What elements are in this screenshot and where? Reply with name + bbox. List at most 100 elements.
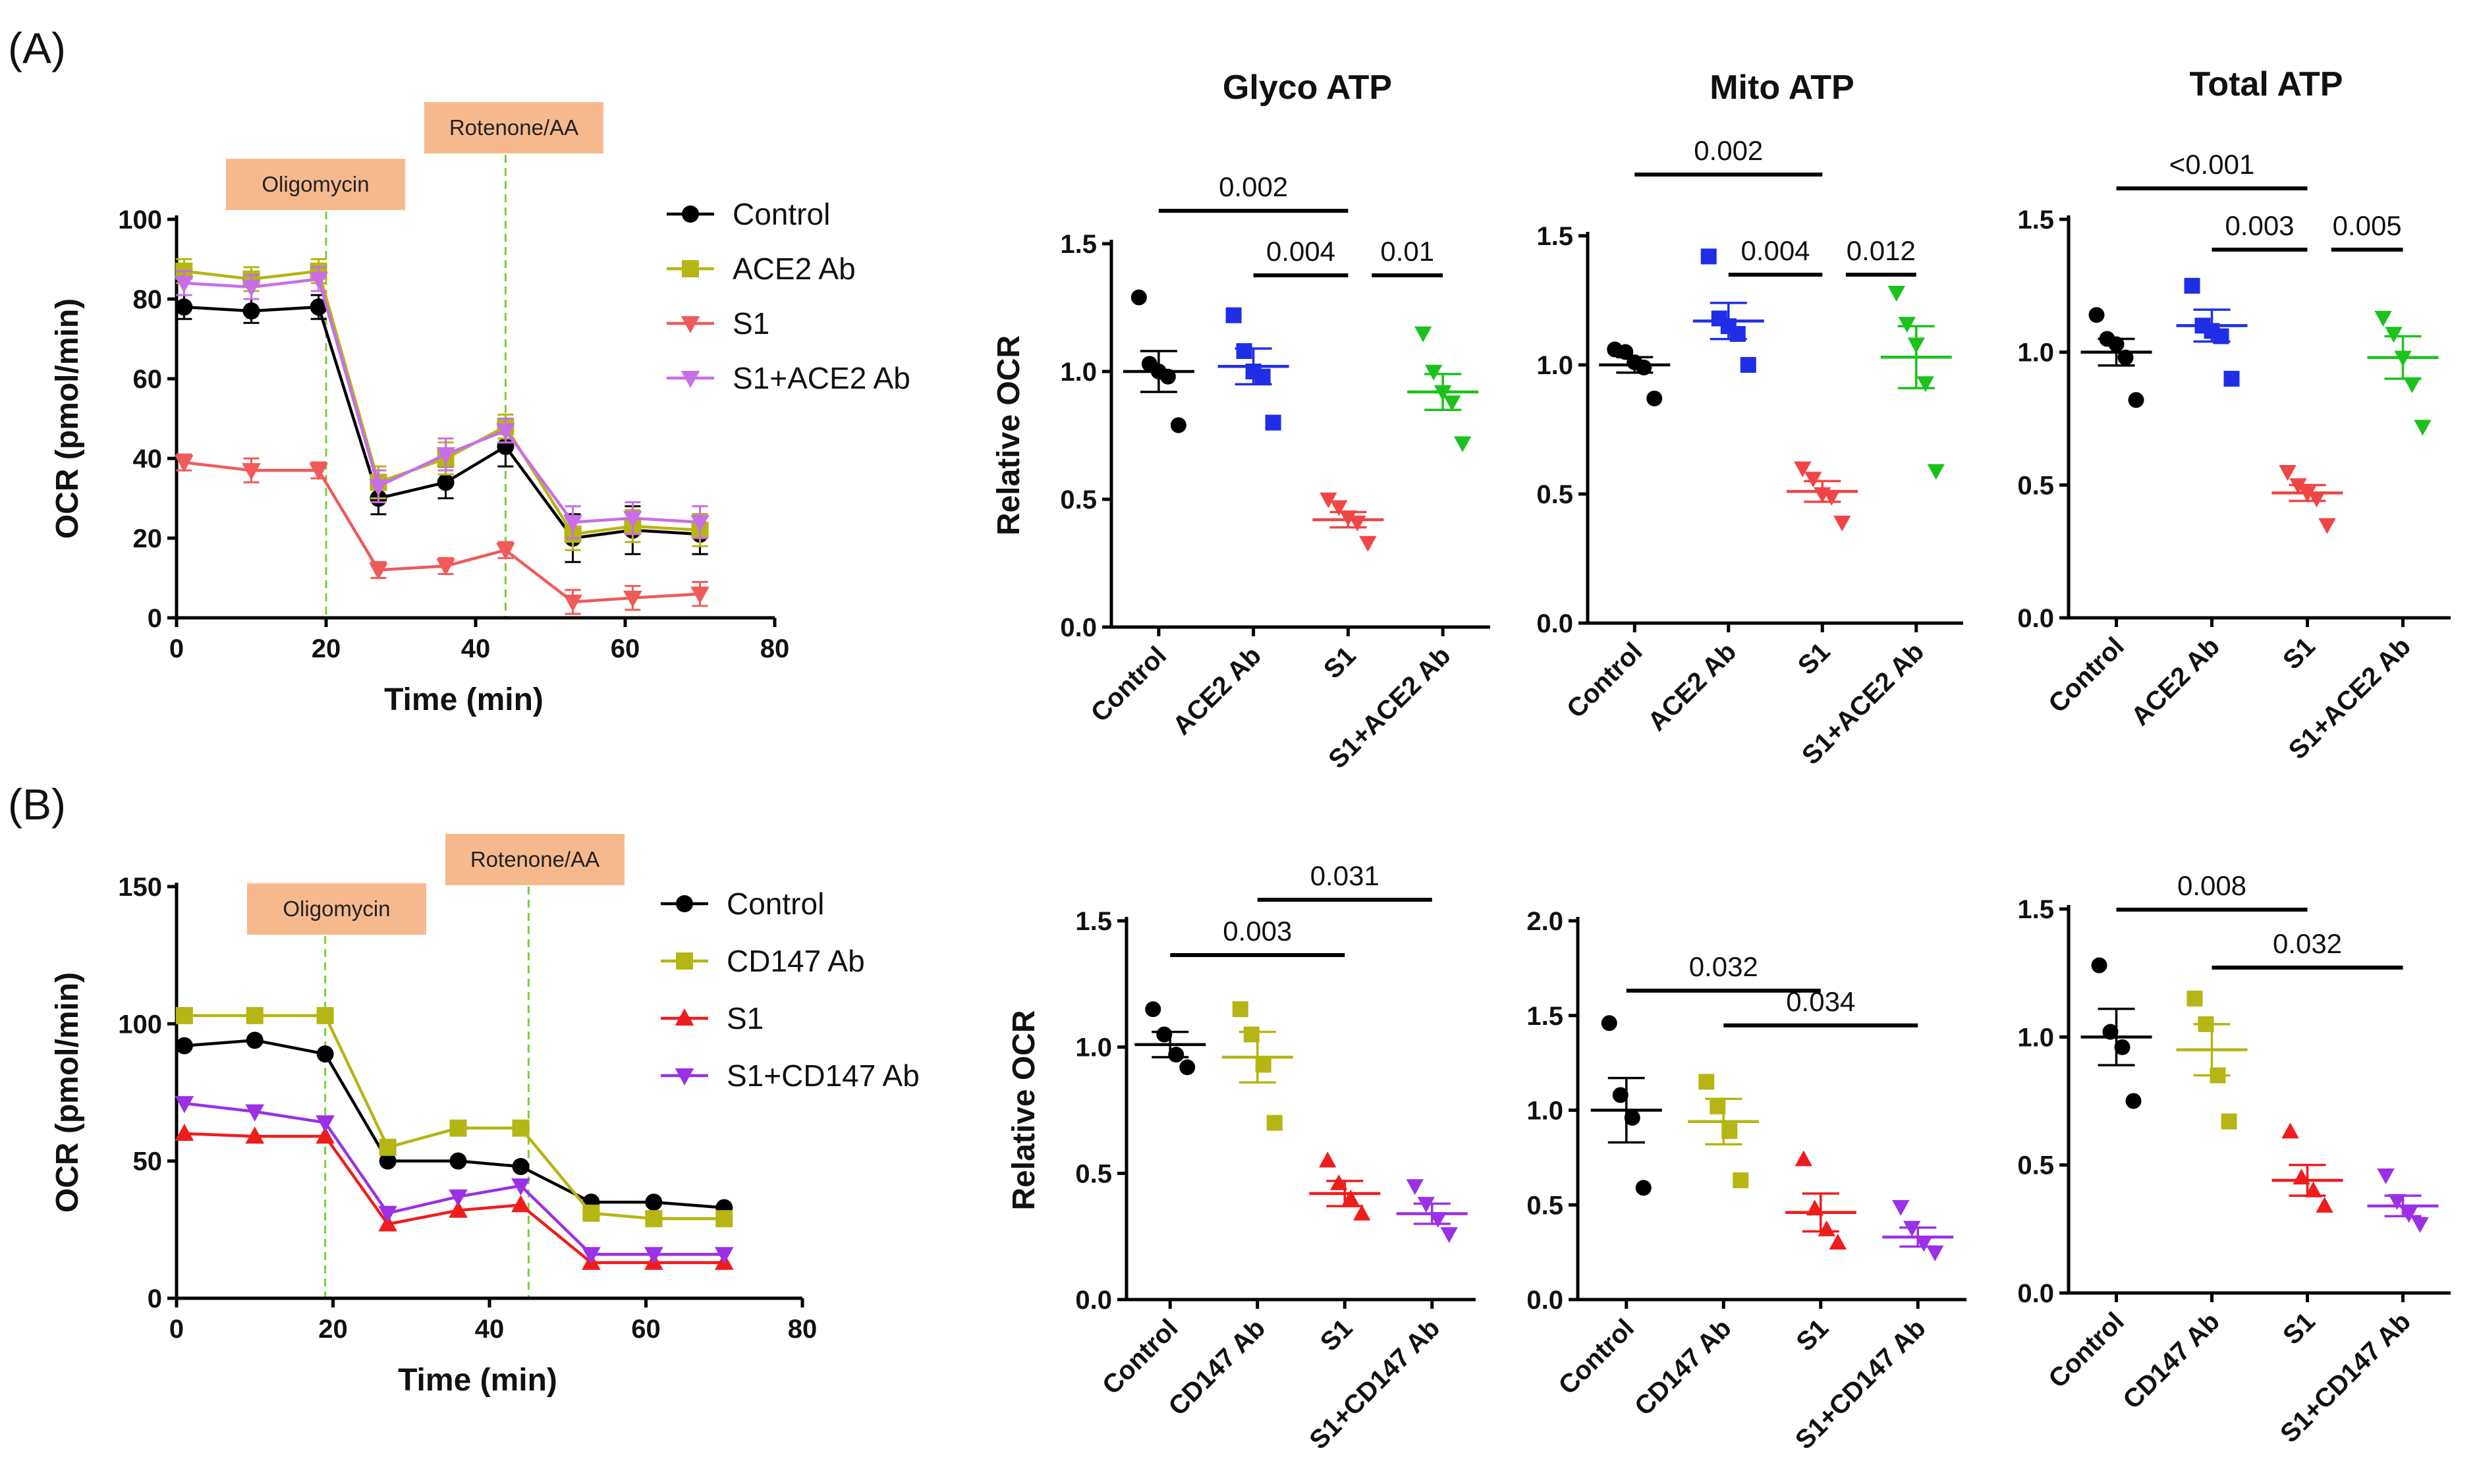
data-point-s1 <box>449 1200 468 1218</box>
data-point-s1-ace2-ab <box>1414 326 1432 343</box>
data-point-s1-cd147-ab <box>1892 1199 1910 1216</box>
data-point-s1-cd147-ab <box>1417 1197 1435 1213</box>
y-tick-label: 1.5 <box>2017 206 2054 234</box>
group-s1 <box>2271 464 2343 534</box>
data-point-ace2-ab <box>1265 414 1281 431</box>
category-label-ace2-ab: ACE2 Ab <box>2126 632 2225 731</box>
chart-title: Glyco ATP <box>1223 69 1392 107</box>
data-point-ace2-ab <box>1225 307 1242 323</box>
data-point-control <box>1646 390 1663 406</box>
category-label-control: Control <box>1097 1313 1184 1400</box>
group-s1-ace2-ab <box>1407 326 1479 453</box>
y-tick-label: 0 <box>148 1284 162 1313</box>
category-label-s1: S1 <box>1318 641 1362 684</box>
p-value-label: 0.004 <box>1741 235 1810 266</box>
data-point-control <box>437 474 455 491</box>
legend-marker-control <box>676 895 693 912</box>
data-point-s1-cd147-ab <box>1903 1221 1921 1237</box>
legend-marker-s1 <box>675 1008 694 1026</box>
x-tick-label: 40 <box>475 1315 505 1344</box>
data-point-control <box>246 1031 264 1049</box>
data-point-ace2-ab <box>1700 248 1717 265</box>
data-point-s1-ace2-ab <box>1424 364 1443 381</box>
data-point-s1 <box>175 455 194 472</box>
data-point-s1 <box>1320 492 1337 508</box>
group-control <box>1123 289 1194 433</box>
data-point-cd147-ab <box>449 1119 467 1137</box>
data-point-control <box>1601 1015 1617 1031</box>
data-point-s1-ace2-ab <box>623 510 642 528</box>
y-tick-label: 1.5 <box>1060 230 1097 259</box>
injection-box-oligomycin <box>226 159 405 210</box>
panel-label-a: (A) <box>8 24 66 72</box>
data-point-cd147-ab <box>175 1006 193 1024</box>
category-label-control: Control <box>1561 637 1648 724</box>
series-s1 <box>175 453 710 615</box>
y-tick-label: 0.5 <box>1526 1191 1563 1220</box>
y-tick-label: 0.0 <box>1075 1286 1112 1315</box>
data-point-control <box>316 1045 334 1063</box>
data-point-cd147-ab <box>246 1006 264 1024</box>
data-point-s1-cd147-ab <box>1440 1227 1458 1244</box>
group-ace2-ab <box>2176 277 2248 387</box>
data-point-s1 <box>2304 1181 2322 1197</box>
data-point-s1-ace2-ab <box>175 275 194 293</box>
x-tick-label: 40 <box>461 634 491 663</box>
y-tick-label: 1.5 <box>1075 907 1112 936</box>
data-point-s1-ace2-ab <box>2414 420 2432 436</box>
category-label-cd147-ab: CD147 Ab <box>2117 1307 2225 1415</box>
group-s1-ace2-ab <box>2367 311 2439 436</box>
y-tick-label: 80 <box>133 285 163 314</box>
data-point-s1-ace2-ab <box>563 514 582 532</box>
data-point-s1-cd147-ab <box>378 1205 397 1223</box>
data-point-s1-ace2-ab <box>1898 317 1916 333</box>
injection-label-oligomycin: Oligomycin <box>262 172 369 196</box>
data-point-control <box>1156 1026 1173 1043</box>
y-axis-title: Relative OCR <box>1007 1010 1042 1210</box>
y-tick-label: 1.0 <box>1075 1033 1112 1062</box>
data-point-s1 <box>2281 1122 2299 1139</box>
legend-marker-control <box>682 206 699 223</box>
series-line-cd147-ab <box>184 1014 725 1221</box>
data-point-s1-ace2-ab <box>1453 436 1472 453</box>
group-s1 <box>1785 1150 1856 1250</box>
p-value-label: 0.004 <box>1266 236 1335 267</box>
y-tick-label: 1.5 <box>1526 1002 1563 1031</box>
data-point-control <box>512 1158 530 1175</box>
y-tick-label: 0.0 <box>2017 1279 2054 1308</box>
y-tick-label: 0.0 <box>1060 613 1097 642</box>
x-tick-label: 20 <box>318 1315 348 1344</box>
p-value-label: 0.003 <box>1223 916 1292 947</box>
group-cd147-ab <box>1221 1001 1293 1131</box>
data-point-s1-ace2-ab <box>436 447 455 464</box>
data-point-s1-cd147-ab <box>2377 1168 2395 1185</box>
y-tick-label: 100 <box>118 206 162 234</box>
injection-box-oligomycin <box>247 883 426 935</box>
data-point-control <box>1612 1087 1629 1103</box>
legend-marker-s1-cd147-ab <box>675 1068 694 1086</box>
group-control <box>1590 1015 1662 1196</box>
p-value-label: 0.008 <box>2177 870 2246 901</box>
group-s1-cd147-ab <box>1882 1199 1954 1261</box>
data-point-s1-ace2-ab <box>369 479 388 497</box>
data-point-s1 <box>175 1124 194 1141</box>
data-point-cd147-ab <box>645 1210 663 1228</box>
data-point-s1 <box>511 1195 530 1213</box>
data-point-s1-ace2-ab <box>1443 395 1461 412</box>
group-s1 <box>1309 1151 1381 1221</box>
x-axis-title: Time (min) <box>384 682 543 717</box>
legend-marker-s1 <box>681 316 700 333</box>
injection-label-oligomycin: Oligomycin <box>283 896 390 921</box>
data-point-control <box>175 1037 193 1055</box>
group-control <box>1599 341 1671 406</box>
data-point-s1 <box>496 543 515 561</box>
category-label-cd147-ab: CD147 Ab <box>1629 1313 1737 1421</box>
data-point-control <box>2125 1093 2142 1109</box>
data-point-s1 <box>2289 478 2307 495</box>
data-point-control <box>2091 957 2107 974</box>
category-label-control: Control <box>2043 1307 2130 1394</box>
category-label-s1: S1 <box>1315 1313 1358 1357</box>
data-point-control <box>449 1152 467 1170</box>
